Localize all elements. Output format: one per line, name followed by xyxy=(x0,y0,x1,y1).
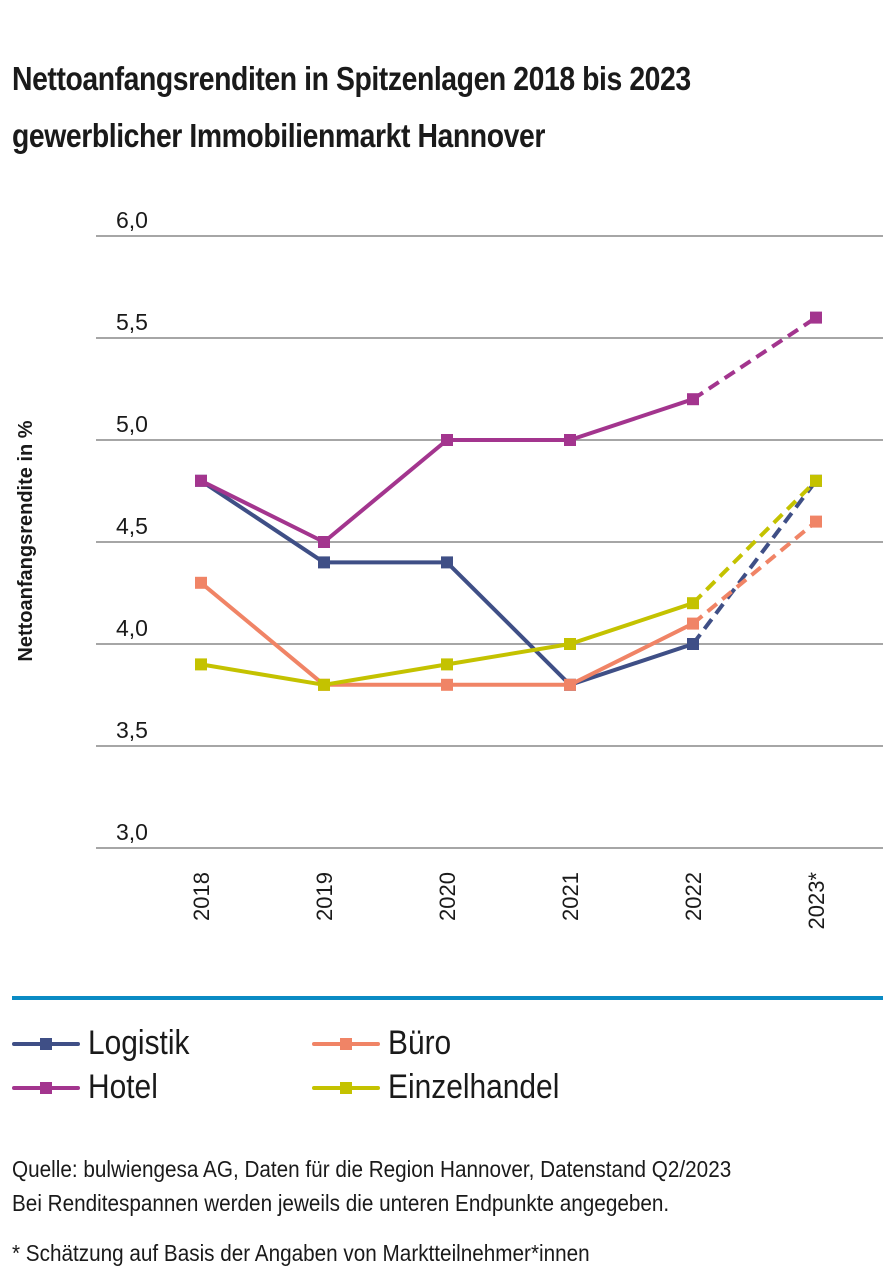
y-tick-label: 3,0 xyxy=(116,819,148,845)
legend-swatch-buero xyxy=(312,1034,380,1054)
series-lines xyxy=(195,311,822,691)
y-tick-label: 6,0 xyxy=(116,207,148,233)
chart-title-line-1: Nettoanfangsrenditen in Spitzenlagen 201… xyxy=(12,60,691,97)
x-tick-label: 2022 xyxy=(681,872,706,921)
legend-label: Hotel xyxy=(88,1068,158,1106)
series-line-estimated xyxy=(691,520,818,626)
data-point xyxy=(441,678,453,691)
x-tick-label: 2020 xyxy=(435,872,460,921)
data-point xyxy=(687,597,699,610)
data-point xyxy=(318,678,330,691)
series-line xyxy=(200,397,694,544)
data-point xyxy=(195,474,207,487)
series-line-estimated xyxy=(691,479,818,646)
y-tick-label: 5,0 xyxy=(116,411,148,437)
gridlines xyxy=(96,235,883,849)
series-line-estimated xyxy=(691,479,818,605)
legend-label: Büro xyxy=(388,1024,452,1062)
y-tick-label: 4,0 xyxy=(116,615,148,641)
legend-label: Logistik xyxy=(88,1024,190,1062)
chart-title: Nettoanfangsrenditen in Spitzenlagen 201… xyxy=(12,50,769,164)
y-tick-label: 3,5 xyxy=(116,717,148,743)
x-tick-label: 2023* xyxy=(804,872,829,930)
x-axis-ticks: 2018 2019 2020 2021 2022 2023* xyxy=(189,872,829,930)
data-point xyxy=(441,434,453,446)
estimate-footnote: * Schätzung auf Basis der Angaben von Ma… xyxy=(12,1240,590,1266)
range-note: Bei Renditespannen werden jeweils die un… xyxy=(12,1190,670,1216)
legend-item-hotel: Hotel xyxy=(12,1068,167,1107)
data-point xyxy=(810,311,822,324)
data-point xyxy=(810,474,822,487)
legend-divider xyxy=(12,996,883,1000)
data-point xyxy=(564,678,576,691)
series-einzelhandel xyxy=(195,474,822,691)
series-hotel xyxy=(195,311,822,548)
source-note: Quelle: bulwiengesa AG, Daten für die Re… xyxy=(12,1156,732,1182)
data-point xyxy=(441,556,453,569)
data-point xyxy=(564,434,576,446)
legend-swatch-einzelhandel xyxy=(312,1078,380,1098)
x-tick-label: 2019 xyxy=(312,872,337,921)
x-tick-label: 2018 xyxy=(189,872,214,921)
line-chart: 3,03,54,04,55,05,56,0 2018 2019 2020 2021 20… xyxy=(15,207,883,930)
legend-swatch-logistik xyxy=(12,1034,80,1054)
legend-swatch-hotel xyxy=(12,1078,80,1098)
data-point xyxy=(318,556,330,569)
data-point xyxy=(318,536,330,548)
data-point xyxy=(687,617,699,630)
y-axis-label: Nettoanfangsrendite in % xyxy=(15,420,37,661)
data-point xyxy=(564,638,576,650)
y-tick-label: 5,5 xyxy=(116,309,148,335)
series-line-estimated xyxy=(691,315,818,401)
data-point xyxy=(441,658,453,671)
data-point xyxy=(687,638,699,650)
x-tick-label: 2021 xyxy=(558,872,583,921)
legend-label: Einzelhandel xyxy=(388,1068,560,1106)
series-line xyxy=(199,479,694,687)
y-axis-ticks: 3,0 3,5 4,0 4,5 5,0 5,5 6,0 xyxy=(116,207,148,845)
legend-item-einzelhandel: Einzelhandel xyxy=(312,1068,583,1107)
data-point xyxy=(810,515,822,528)
data-point xyxy=(687,393,699,406)
data-point xyxy=(195,658,207,671)
legend-item-logistik: Logistik xyxy=(12,1024,203,1063)
y-tick-label: 4,5 xyxy=(116,513,148,539)
data-point xyxy=(195,576,207,589)
legend-item-buero: Büro xyxy=(312,1024,460,1063)
chart-title-line-2: gewerblicher Immobilienmarkt Hannover xyxy=(12,117,545,154)
